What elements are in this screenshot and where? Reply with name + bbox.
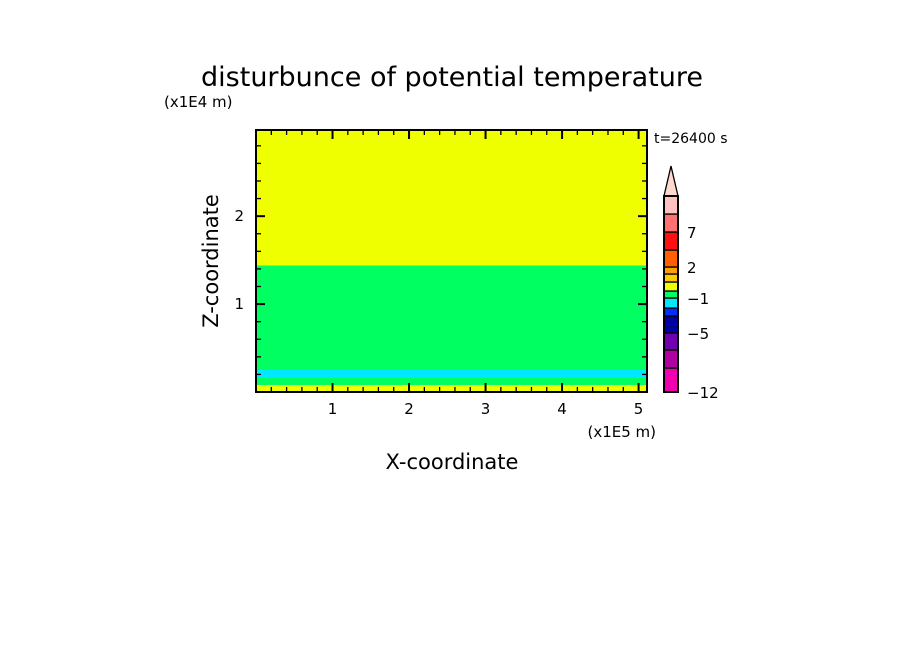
colorbar-label: −5 <box>687 325 709 343</box>
contour-band <box>256 265 647 371</box>
x-tick-label: 5 <box>634 400 644 418</box>
plot-frame <box>255 129 648 393</box>
x-tick-label: 2 <box>404 400 414 418</box>
contour-band <box>256 377 647 385</box>
colorbar-label: 7 <box>687 224 697 242</box>
contour-band <box>256 384 647 392</box>
y-unit-label: (x1E4 m) <box>164 93 233 111</box>
y-tick-labels: 12 <box>234 207 244 313</box>
colorbar-extend-triangle <box>663 165 679 197</box>
colorbar-segment <box>663 281 679 292</box>
colorbar-frame <box>663 195 679 393</box>
x-tick-label: 3 <box>481 400 491 418</box>
colorbar-segment <box>663 297 679 309</box>
colorbar-segment <box>663 266 679 275</box>
colorbar-label: −12 <box>687 384 719 402</box>
time-label: t=26400 s <box>654 131 728 147</box>
colorbar-segment <box>663 231 679 251</box>
x-unit-label: (x1E5 m) <box>587 423 656 441</box>
colorbar-segment <box>663 367 679 393</box>
y-tick-label: 1 <box>234 295 244 313</box>
colorbar: 7 2 −1 −5 −12 <box>663 165 719 402</box>
y-axis-label: Z-coordinate <box>199 194 223 328</box>
colorbar-segment <box>663 213 679 233</box>
colorbar-segment <box>663 315 679 334</box>
x-tick-labels: 1 2 3 4 5 <box>328 400 644 418</box>
contour-bands <box>256 130 647 392</box>
contour-band <box>256 370 647 378</box>
colorbar-segment <box>663 349 679 369</box>
x-tick-label: 4 <box>557 400 567 418</box>
colorbar-segment <box>663 249 679 268</box>
colorbar-segment <box>663 195 679 215</box>
y-tick-label: 2 <box>234 207 244 225</box>
colorbar-segment <box>663 290 679 299</box>
chart-title: disturbunce of potential temperature <box>201 62 703 93</box>
colorbar-label: 2 <box>687 259 697 277</box>
colorbar-segment <box>663 273 679 283</box>
colorbar-label: −1 <box>687 290 709 308</box>
x-tick-label: 1 <box>328 400 338 418</box>
colorbar-segment <box>663 332 679 351</box>
contour-band <box>256 130 647 266</box>
x-axis-label: X-coordinate <box>386 450 519 474</box>
colorbar-segment <box>663 307 679 317</box>
